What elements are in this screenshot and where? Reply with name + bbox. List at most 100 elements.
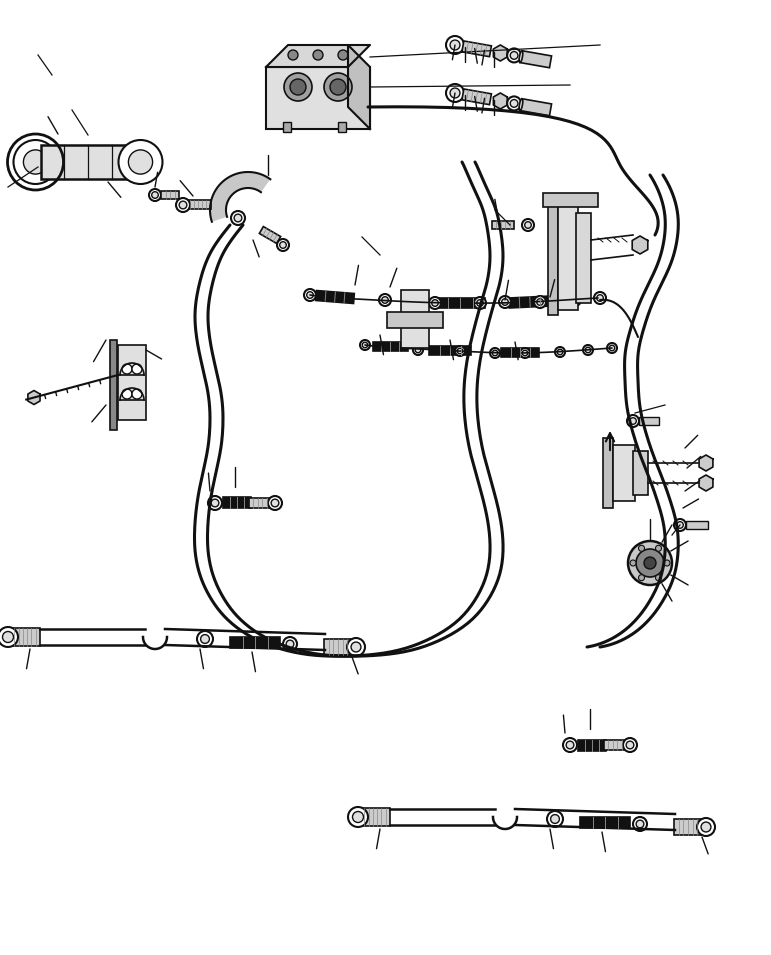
Circle shape [268,496,282,510]
Bar [674,819,702,835]
Polygon shape [699,475,713,491]
Bar [223,498,251,508]
Circle shape [313,50,323,60]
Circle shape [382,297,389,304]
Polygon shape [493,45,507,61]
Bar [186,201,210,209]
Bar [372,343,408,351]
Bar [558,205,578,310]
Circle shape [234,214,242,222]
Circle shape [502,299,508,306]
Circle shape [348,807,368,827]
Circle shape [557,350,563,354]
Circle shape [701,822,711,832]
Circle shape [677,521,683,528]
Circle shape [450,88,460,98]
Circle shape [522,219,534,231]
Bar [360,808,390,826]
Bar [639,417,659,425]
Circle shape [585,348,591,352]
Bar [315,290,355,304]
Circle shape [474,297,486,309]
Bar [259,226,281,244]
Circle shape [628,541,672,585]
Circle shape [644,557,656,569]
Circle shape [492,350,498,356]
Bar [520,51,551,68]
Circle shape [594,292,606,304]
Bar [603,438,613,508]
Bar [520,98,551,116]
Circle shape [655,545,662,551]
Circle shape [626,741,634,749]
Circle shape [23,150,48,174]
Circle shape [432,300,438,307]
Circle shape [338,50,348,60]
Circle shape [129,150,153,174]
Circle shape [284,73,312,101]
Circle shape [520,348,530,358]
Bar [578,739,606,751]
Bar [249,498,271,508]
Circle shape [351,642,361,652]
Bar [110,340,117,430]
Bar [401,290,429,348]
Polygon shape [632,236,648,254]
Circle shape [446,36,464,54]
Bar [161,191,179,199]
Circle shape [2,631,14,643]
Circle shape [132,364,142,374]
Circle shape [455,346,465,356]
Circle shape [290,79,306,95]
Circle shape [537,299,544,306]
Bar [435,298,485,308]
Circle shape [307,291,313,298]
Circle shape [176,198,190,212]
Circle shape [674,519,686,531]
Circle shape [555,347,565,357]
Bar [462,41,491,56]
Bar [230,636,280,647]
Circle shape [563,738,577,752]
Circle shape [534,296,546,308]
Circle shape [197,631,213,647]
Circle shape [149,189,161,201]
Circle shape [122,389,132,399]
Bar [387,312,443,328]
Bar [578,739,606,751]
Circle shape [271,499,279,507]
Circle shape [697,818,715,836]
Polygon shape [493,93,507,109]
Circle shape [522,350,528,356]
Circle shape [457,349,463,353]
Circle shape [179,202,187,209]
Circle shape [211,499,219,507]
Bar [10,628,40,646]
Circle shape [286,640,294,647]
Polygon shape [28,391,40,405]
Circle shape [627,415,639,427]
Bar [492,221,514,229]
Circle shape [288,50,298,60]
Circle shape [630,417,636,424]
Bar [501,349,539,357]
Circle shape [132,389,142,399]
Circle shape [446,84,464,102]
Circle shape [347,638,365,656]
Circle shape [623,738,637,752]
Circle shape [413,345,423,355]
Circle shape [14,140,58,184]
Bar [501,349,539,357]
Circle shape [360,340,370,350]
Circle shape [547,811,563,827]
Bar [580,817,630,827]
Circle shape [569,294,581,306]
Circle shape [510,52,518,59]
Bar [548,200,558,315]
Bar [686,521,708,529]
Polygon shape [348,45,370,129]
Bar [324,639,352,655]
Bar [429,347,471,355]
Circle shape [119,140,163,184]
Circle shape [636,549,664,577]
